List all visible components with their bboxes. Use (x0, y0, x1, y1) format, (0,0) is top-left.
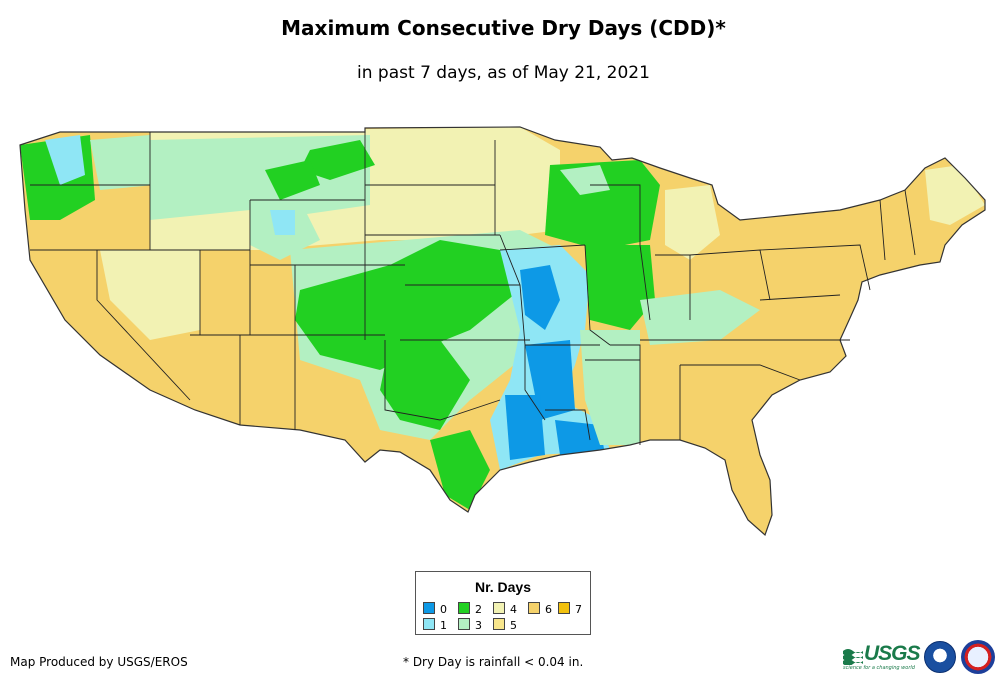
producer-credit: Map Produced by USGS/EROS (10, 655, 188, 669)
usgs-tagline: science for a changing world (843, 665, 915, 671)
legend-swatch-3 (458, 618, 470, 630)
map-subtitle: in past 7 days, as of May 21, 2021 (357, 63, 650, 83)
legend-item-1: 1 (423, 618, 447, 632)
legend-swatch-6 (528, 602, 540, 614)
legend-item-3: 3 (458, 618, 482, 632)
legend-swatch-0 (423, 602, 435, 614)
legend-item-6: 6 (528, 602, 552, 616)
usgs-wordmark: USGS (864, 642, 921, 665)
usgs-wave-icon (843, 649, 863, 665)
legend-item-5: 5 (493, 618, 517, 632)
nws-logo-icon (961, 640, 995, 674)
usgs-logo-icon: USGS science for a changing world (843, 642, 921, 671)
legend-item-7: 7 (558, 602, 582, 616)
legend-swatch-1 (423, 618, 435, 630)
state-boundaries (30, 132, 916, 445)
legend-item-4: 4 (493, 602, 517, 616)
map-color-fill (20, 127, 985, 535)
legend-item-2: 2 (458, 602, 482, 616)
noaa-logo-icon (924, 641, 956, 673)
legend-swatch-2 (458, 602, 470, 614)
legend-swatch-4 (493, 602, 505, 614)
legend-swatch-5 (493, 618, 505, 630)
us-outline (19, 126, 986, 537)
legend-item-0: 0 (423, 602, 447, 616)
legend-swatch-7 (558, 602, 570, 614)
legend-title: Nr. Days (474, 579, 532, 595)
legend: Nr. Days 0 1 2 3 4 5 6 7 (415, 571, 591, 635)
dry-day-footnote: * Dry Day is rainfall < 0.04 in. (403, 655, 584, 669)
map-title: Maximum Consecutive Dry Days (CDD)* (281, 16, 726, 40)
